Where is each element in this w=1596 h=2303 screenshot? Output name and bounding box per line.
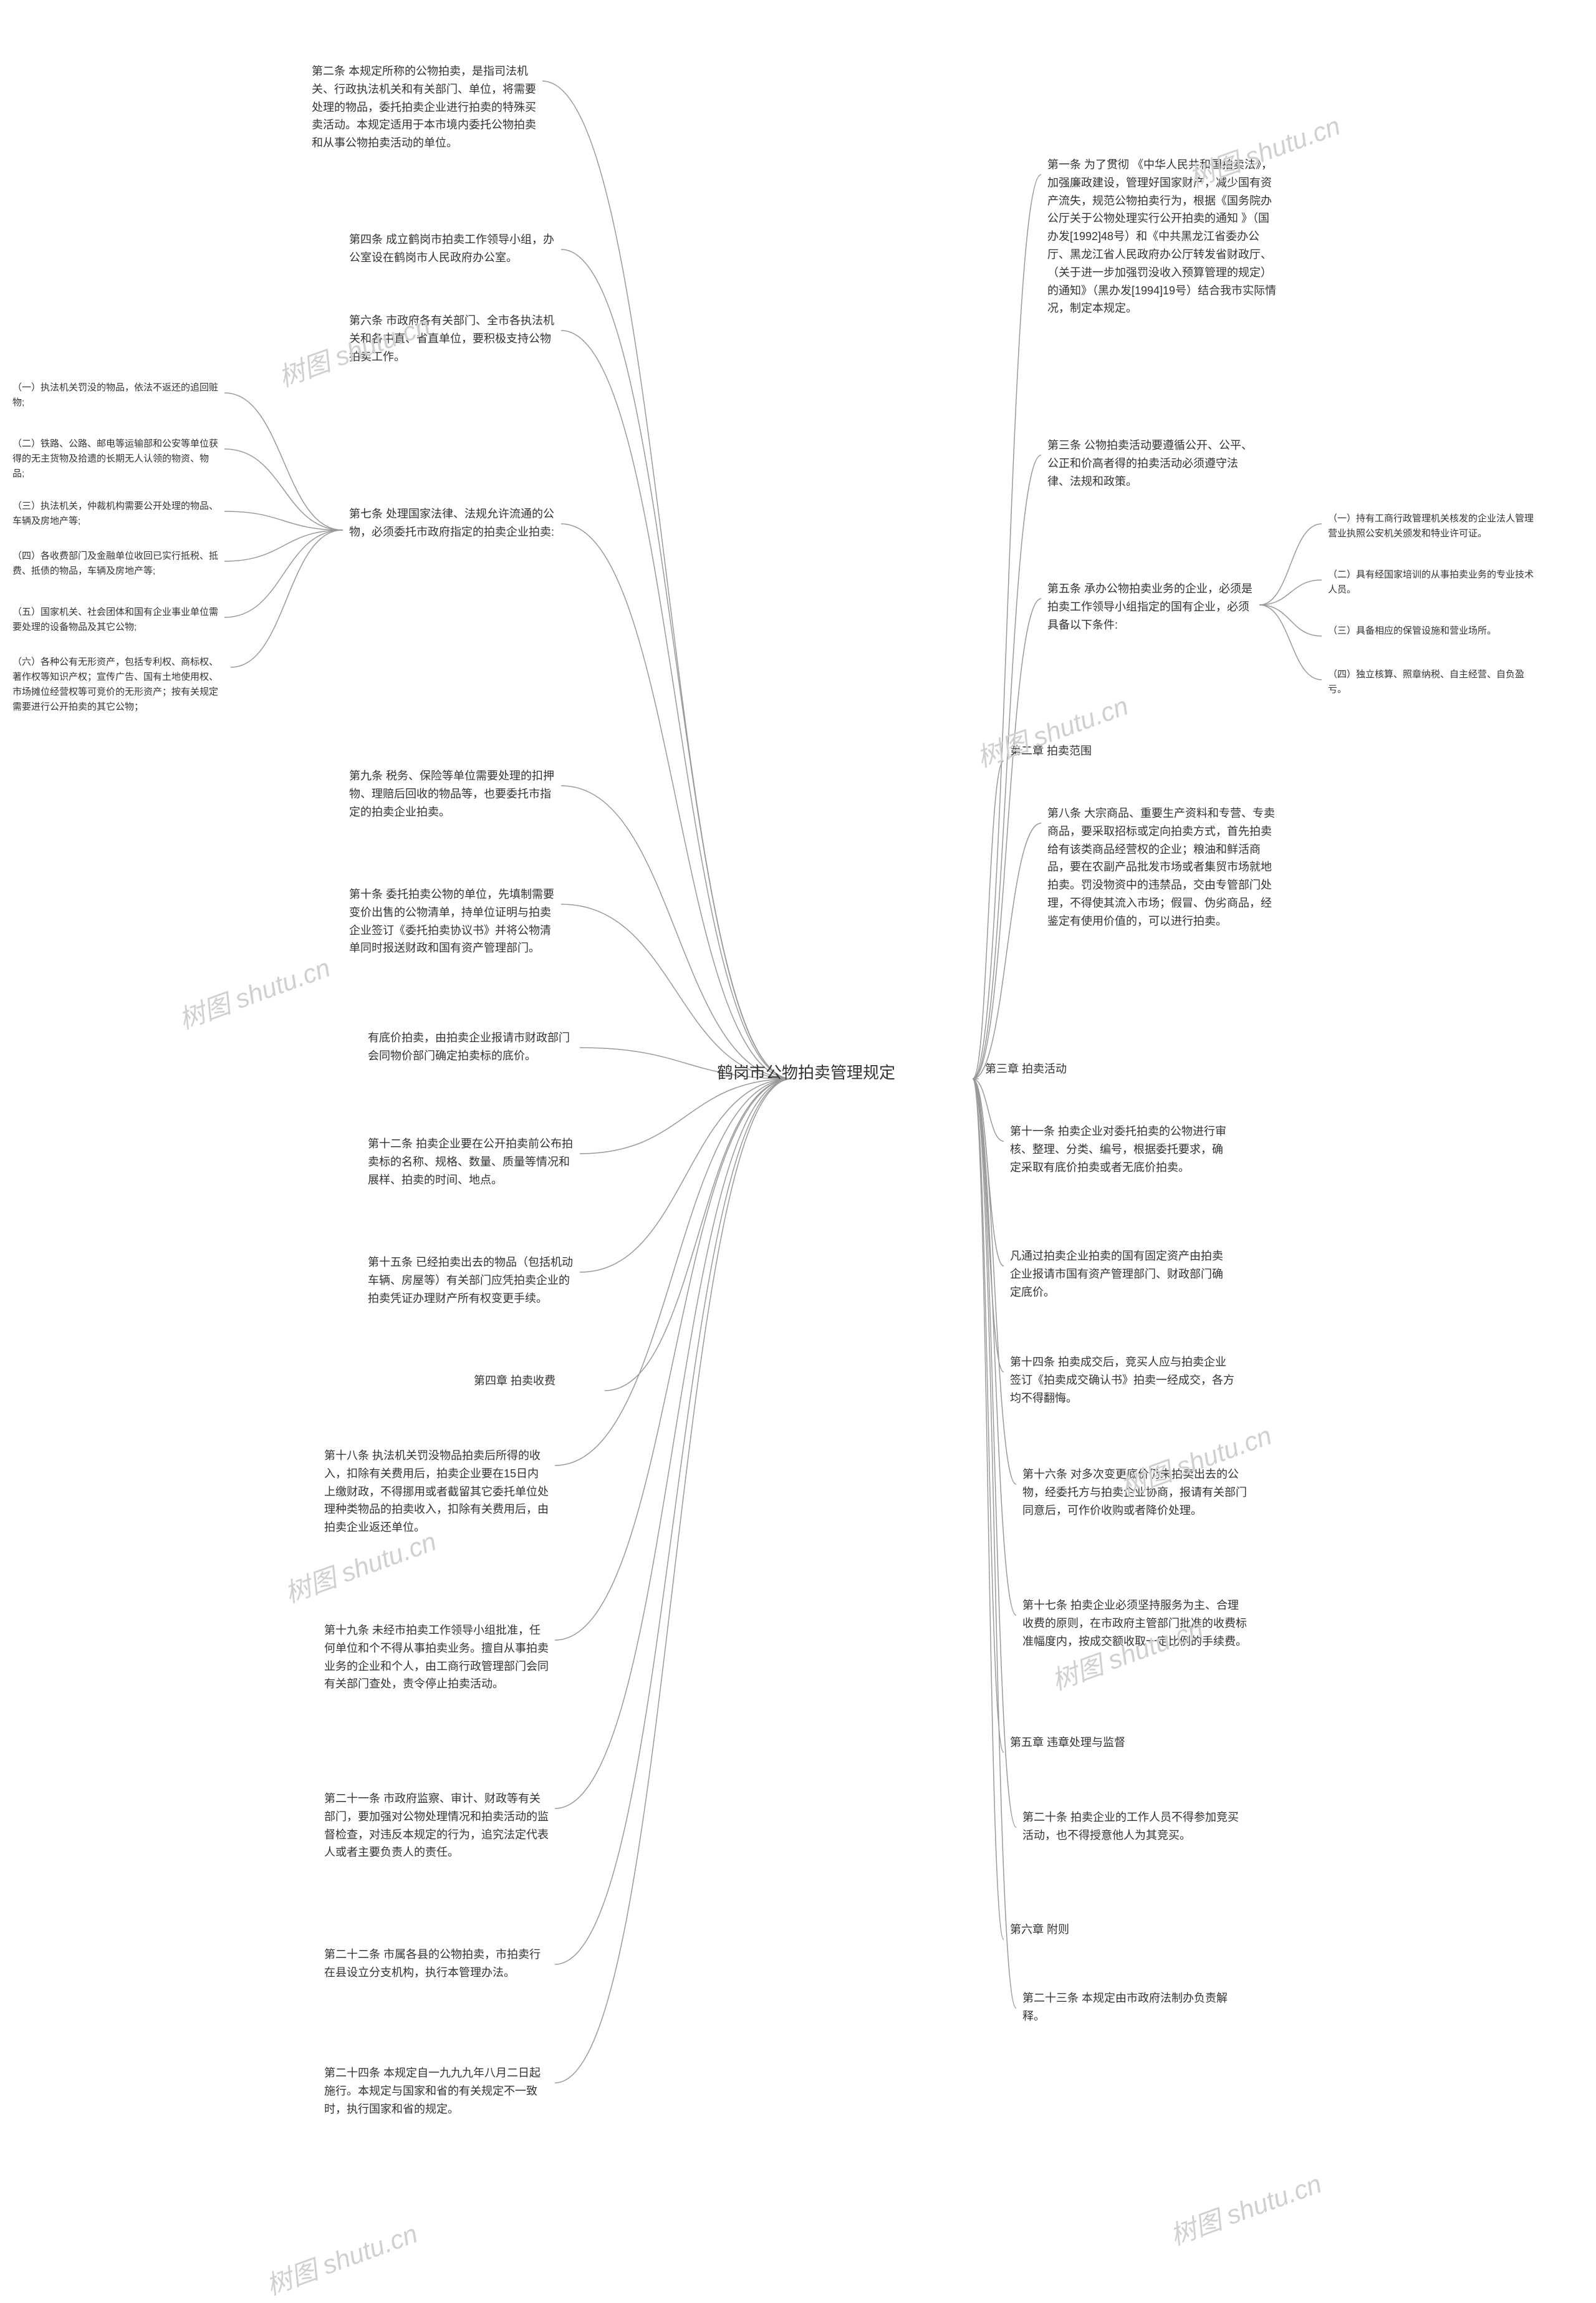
watermark: 树图 shutu.cn [971, 685, 1133, 775]
mindmap-node: 第二章 拍卖范围 [1010, 742, 1135, 760]
mindmap-node: 第十九条 未经市拍卖工作领导小组批准，任何单位和个不得从事拍卖业务。擅自从事拍卖… [324, 1621, 549, 1693]
mindmap-node: （六）各种公有无形资产，包括专利权、商标权、著作权等知识产权；宣传广告、国有土地… [12, 655, 224, 715]
edge-layer [0, 0, 1596, 2272]
mindmap-node: 凡通过拍卖企业拍卖的国有固定资产由拍卖企业报请市国有资产管理部门、财政部门确定底… [1010, 1247, 1228, 1301]
mindmap-node: 第七条 处理国家法律、法规允许流通的公物，必须委托市政府指定的拍卖企业拍卖: [349, 505, 555, 541]
watermark: 树图 shutu.cn [260, 2213, 422, 2302]
mindmap-node: 第三条 公物拍卖活动要遵循公开、公平、公正和价高者得的拍卖活动必须遵守法律、法规… [1047, 437, 1253, 490]
mindmap-node: 第八条 大宗商品、重要生产资料和专营、专卖商品，要采取招标或定向拍卖方式，首先拍… [1047, 804, 1278, 930]
mindmap-node: （一）持有工商行政管理机关核发的企业法人管理营业执照公安机关颁发和特业许可证。 [1328, 511, 1534, 541]
mindmap-node: 第四章 拍卖收费 [474, 1372, 598, 1390]
mindmap-node: 第六章 附则 [1010, 1921, 1110, 1939]
mindmap-node: 第十五条 已经拍卖出去的物品（包括机动车辆、房屋等）有关部门应凭拍卖企业的拍卖凭… [368, 1253, 574, 1307]
watermark: 树图 shutu.cn [1164, 2163, 1326, 2252]
mindmap-node: 第二十三条 本规定由市政府法制办负责解释。 [1022, 1989, 1247, 2025]
mindmap-node: 有底价拍卖，由拍卖企业报请市财政部门会同物价部门确定拍卖标的底价。 [368, 1029, 574, 1065]
mindmap-node: 第十四条 拍卖成交后，竞买人应与拍卖企业签订《拍卖成交确认书》拍卖一经成交，各方… [1010, 1353, 1234, 1407]
mindmap-node: 第二十条 拍卖企业的工作人员不得参加竞买活动，也不得授意他人为其竞买。 [1022, 1808, 1247, 1845]
mindmap-node: 第九条 税务、保险等单位需要处理的扣押物、理赔后回收的物品等，也要委托市指定的拍… [349, 767, 555, 821]
mindmap-node: 第十六条 对多次变更底价仍未拍卖出去的公物，经委托方与拍卖企业协商，报请有关部门… [1022, 1465, 1247, 1519]
mindmap-node: 第十条 委托拍卖公物的单位，先填制需要变价出售的公物清单，持单位证明与拍卖企业签… [349, 886, 555, 957]
mindmap-node: 第二十二条 市属各县的公物拍卖，市拍卖行在县设立分支机构，执行本管理办法。 [324, 1946, 549, 1982]
mindmap-node: 第二条 本规定所称的公物拍卖，是指司法机关、行政执法机关和有关部门、单位，将需要… [312, 62, 536, 152]
mindmap-node: （四）各收费部门及金融单位收回已实行抵税、抵费、抵债的物品，车辆及房地产等; [12, 549, 218, 579]
mindmap-node: 第六条 市政府各有关部门、全市各执法机关和各中直、省直单位，要积极支持公物拍卖工… [349, 312, 555, 365]
mindmap-node: 第十七条 拍卖企业必须坚持服务为主、合理收费的原则，在市政府主管部门批准的收费标… [1022, 1596, 1247, 1650]
mindmap-node: 第五章 违章处理与监督 [1010, 1734, 1172, 1752]
mindmap-node: 第三章 拍卖活动 [985, 1060, 1110, 1078]
mindmap-node: 第十八条 执法机关罚没物品拍卖后所得的收入，扣除有关费用后，拍卖企业要在15日内… [324, 1447, 549, 1537]
mindmap-node: 第四条 成立鹤岗市拍卖工作领导小组，办公室设在鹤岗市人民政府办公室。 [349, 231, 555, 267]
mindmap-node: 第二十一条 市政府监察、审计、财政等有关部门，要加强对公物处理情况和拍卖活动的监… [324, 1790, 549, 1861]
mindmap-node: （二）具有经国家培训的从事拍卖业务的专业技术人员。 [1328, 567, 1534, 597]
watermark: 树图 shutu.cn [173, 947, 335, 1036]
mindmap-node: 第十一条 拍卖企业对委托拍卖的公物进行审核、整理、分类、编号，根据委托要求，确定… [1010, 1123, 1228, 1176]
mindmap-node: 第五条 承办公物拍卖业务的企业，必须是拍卖工作领导小组指定的国有企业，必须具备以… [1047, 580, 1253, 634]
mindmap-node: （二）铁路、公路、邮电等运输部和公安等单位获得的无主货物及拾遗的长期无人认领的物… [12, 437, 218, 481]
center-node: 鹤岗市公物拍卖管理规定 [717, 1060, 895, 1083]
mindmap-node: 第二十四条 本规定自一九九九年八月二日起施行。本规定与国家和省的有关规定不一致时… [324, 2064, 549, 2118]
mindmap-node: （三）具备相应的保管设施和营业场所。 [1328, 624, 1534, 639]
mindmap-node: 第十二条 拍卖企业要在公开拍卖前公布拍卖标的名称、规格、数量、质量等情况和展样、… [368, 1135, 574, 1189]
mindmap-node: （一）执法机关罚没的物品，依法不返还的追回赃物; [12, 380, 218, 410]
mindmap-node: 第一条 为了贯彻 《中华人民共和国拍卖法》，加强廉政建设，管理好国家财产，减少国… [1047, 156, 1278, 317]
mindmap-node: （五）国家机关、社会团体和国有企业事业单位需要处理的设备物品及其它公物; [12, 605, 218, 635]
mindmap-node: （三）执法机关，仲裁机构需要公开处理的物品、车辆及房地产等; [12, 499, 218, 529]
mindmap-node: （四）独立核算、照章纳税、自主经营、自负盈亏。 [1328, 667, 1534, 697]
